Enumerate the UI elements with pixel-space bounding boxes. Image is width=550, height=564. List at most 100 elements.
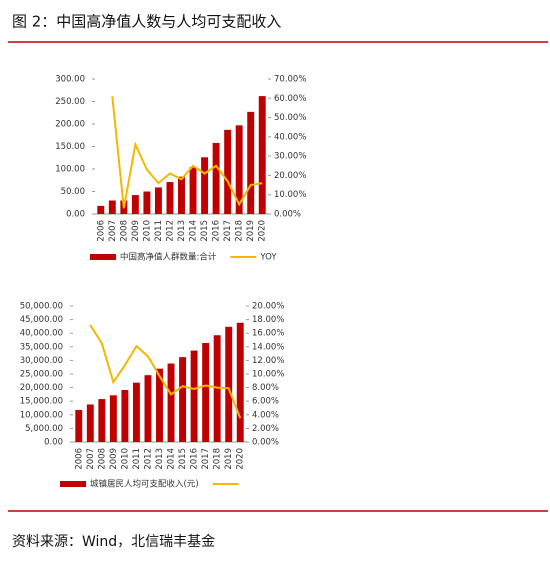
- x-tick-label: 2013: [177, 220, 187, 242]
- legend-label: 城镇居民人均可支配收入(元): [90, 479, 199, 490]
- x-tick-label: 2012: [165, 220, 175, 242]
- y2-tick-label: 10.00%: [274, 190, 306, 200]
- bar: [144, 375, 152, 442]
- y2-tick-label: 0.00%: [252, 438, 279, 448]
- y2-tick-label: 14.00%: [252, 342, 284, 352]
- y2-tick-label: 20.00%: [274, 171, 306, 181]
- bar: [212, 142, 220, 214]
- x-tick-label: 2007: [86, 448, 96, 470]
- x-tick-label: 2016: [190, 448, 200, 470]
- legend-swatch: [90, 254, 116, 260]
- x-tick-label: 2006: [74, 448, 84, 470]
- x-tick-label: 2018: [213, 448, 223, 470]
- bar: [258, 96, 266, 214]
- bar: [75, 410, 83, 442]
- y2-tick-label: 12.00%: [252, 356, 284, 366]
- legend-label: YOY: [259, 253, 277, 263]
- y-tick-label: 5,000.00: [25, 424, 63, 434]
- x-tick-label: 2019: [224, 448, 234, 470]
- bar: [189, 167, 197, 214]
- x-tick-label: 2006: [96, 220, 106, 242]
- legend-swatch: [60, 481, 86, 487]
- y2-tick-label: 4.00%: [252, 410, 279, 420]
- x-tick-label: 2017: [223, 220, 233, 242]
- y-tick-label: 30,000.00: [20, 356, 63, 366]
- bar: [86, 404, 94, 442]
- x-tick-label: 2008: [97, 448, 107, 470]
- bar: [98, 399, 106, 442]
- bar: [202, 343, 210, 442]
- x-tick-label: 2007: [108, 220, 118, 242]
- x-tick-label: 2008: [119, 220, 129, 242]
- x-tick-label: 2018: [235, 220, 245, 242]
- y-tick-label: 150.00: [55, 142, 85, 152]
- y2-tick-label: 50.00%: [274, 113, 306, 123]
- y2-tick-label: 18.00%: [252, 315, 284, 325]
- bar: [132, 382, 140, 442]
- y-tick-label: 50,000.00: [20, 302, 63, 312]
- bar: [108, 200, 116, 214]
- line: [111, 96, 263, 209]
- bar: [178, 176, 185, 214]
- y2-tick-label: 8.00%: [252, 383, 279, 393]
- y2-tick-label: 40.00%: [274, 132, 306, 142]
- y2-tick-label: 6.00%: [252, 397, 279, 407]
- x-tick-label: 2016: [212, 220, 222, 242]
- x-tick-label: 2012: [143, 448, 153, 470]
- bar: [225, 326, 233, 442]
- bar: [190, 350, 198, 442]
- x-tick-label: 2013: [155, 448, 165, 470]
- y-tick-label: 50.00: [61, 187, 85, 197]
- bar: [213, 335, 221, 442]
- y-tick-label: 25,000.00: [20, 370, 63, 380]
- bar: [156, 368, 163, 442]
- bar: [143, 191, 151, 214]
- y-tick-label: 20,000.00: [20, 383, 63, 393]
- x-tick-label: 2009: [131, 220, 141, 242]
- x-tick-label: 2009: [109, 448, 119, 470]
- line: [89, 324, 242, 419]
- y-tick-label: 10,000.00: [20, 410, 63, 420]
- legend-label: 中国高净值人群数量:合计: [120, 252, 217, 263]
- x-tick-label: 2014: [167, 448, 177, 470]
- x-tick-label: 2011: [132, 448, 142, 470]
- y2-tick-label: 60.00%: [274, 94, 306, 104]
- y-tick-label: 200.00: [55, 120, 85, 130]
- bar: [154, 187, 162, 214]
- bar: [167, 363, 175, 442]
- bar: [224, 129, 232, 214]
- x-tick-label: 2015: [178, 448, 188, 470]
- y2-tick-label: 10.00%: [252, 370, 284, 380]
- y2-tick-label: 16.00%: [252, 329, 284, 339]
- x-tick-label: 2015: [200, 220, 210, 242]
- y-tick-label: 0.00: [66, 210, 85, 220]
- x-tick-label: 2020: [258, 220, 268, 242]
- y-tick-label: 15,000.00: [20, 397, 63, 407]
- y-tick-label: 0.00: [44, 438, 63, 448]
- bar: [236, 322, 244, 442]
- bar: [121, 390, 129, 442]
- bar: [131, 195, 139, 214]
- y-tick-label: 45,000.00: [20, 315, 63, 325]
- y2-tick-label: 30.00%: [274, 152, 306, 162]
- y-tick-label: 100.00: [55, 165, 85, 175]
- figure-title: 图 2：中国高净值人数与人均可支配收入: [12, 13, 281, 31]
- bar: [166, 182, 174, 214]
- x-tick-label: 2011: [154, 220, 164, 242]
- y2-tick-label: 2.00%: [252, 424, 279, 434]
- y2-tick-label: 0.00%: [274, 210, 301, 220]
- bar: [201, 157, 209, 214]
- source: 资料来源：Wind，北信瑞丰基金: [12, 533, 215, 550]
- x-tick-label: 2017: [201, 448, 211, 470]
- bar: [97, 205, 105, 214]
- y-tick-label: 250.00: [55, 97, 85, 107]
- y-tick-label: 35,000.00: [20, 342, 63, 352]
- bar: [109, 395, 117, 442]
- y-tick-label: 300.00: [55, 75, 85, 85]
- x-tick-label: 2014: [189, 220, 199, 242]
- y-tick-label: 40,000.00: [20, 329, 63, 339]
- y2-tick-label: 20.00%: [252, 302, 284, 312]
- x-tick-label: 2010: [120, 448, 130, 470]
- bar: [179, 357, 187, 442]
